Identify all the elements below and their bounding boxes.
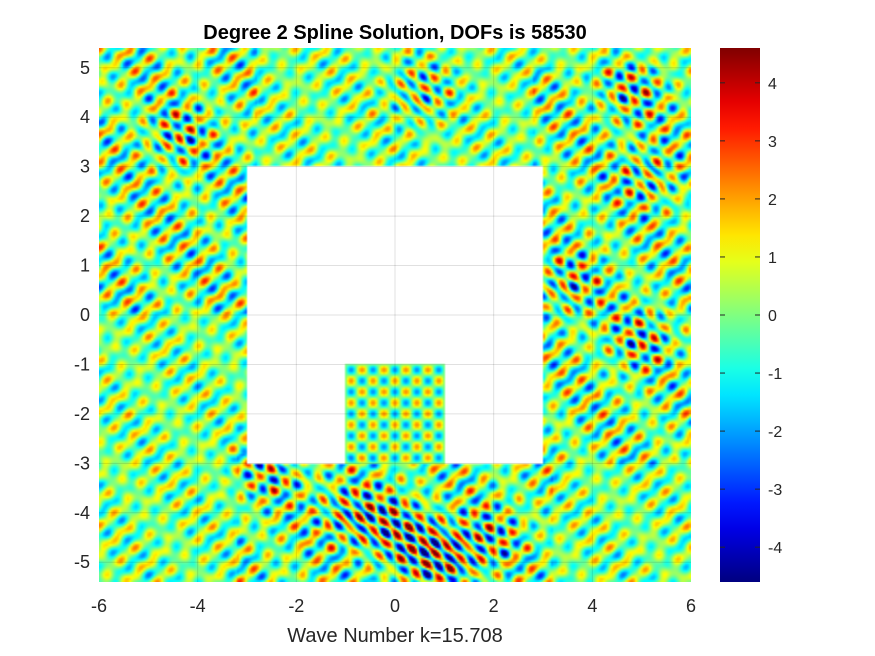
plot-area: -6 -4 -2 0 2 4 6 -5 -4 -3 -2 -1 0 1 2 3 4 5 xyxy=(74,48,696,616)
x-tick-label: -6 xyxy=(91,596,107,616)
x-tick-label: 4 xyxy=(587,596,597,616)
x-axis-label: Wave Number k=15.708 xyxy=(287,625,502,647)
y-tick-label: -3 xyxy=(74,453,90,473)
colorbar: -4 -3 -2 -1 0 1 2 3 4 xyxy=(720,48,782,582)
x-tick-label: -2 xyxy=(288,596,304,616)
y-tick-label: 2 xyxy=(80,206,90,226)
y-tick-label: 4 xyxy=(80,107,90,127)
colorbar-gradient xyxy=(720,48,760,582)
chart-title: Degree 2 Spline Solution, DOFs is 58530 xyxy=(203,22,586,44)
x-tick-label: 2 xyxy=(489,596,499,616)
x-tick-label: -4 xyxy=(190,596,206,616)
colorbar-tick-label: 2 xyxy=(768,192,777,209)
grid-lines xyxy=(99,48,691,582)
y-tick-label: 0 xyxy=(80,305,90,325)
colorbar-tick-label: -4 xyxy=(768,540,782,557)
colorbar-tick-label: -1 xyxy=(768,366,782,383)
y-tick-label: 5 xyxy=(80,58,90,78)
x-axis-ticks: -6 -4 -2 0 2 4 6 xyxy=(91,596,696,616)
colorbar-tick-label: 3 xyxy=(768,134,777,151)
y-tick-label: -2 xyxy=(74,404,90,424)
colorbar-ticks: -4 -3 -2 -1 0 1 2 3 4 xyxy=(720,76,782,557)
y-tick-label: 3 xyxy=(80,157,90,177)
colorbar-tick-label: 1 xyxy=(768,250,777,267)
colorbar-tick-label: -2 xyxy=(768,424,782,441)
y-tick-label: -4 xyxy=(74,503,90,523)
colorbar-tick-label: 0 xyxy=(768,308,777,325)
colorbar-tick-label: -3 xyxy=(768,482,782,499)
x-tick-label: 6 xyxy=(686,596,696,616)
x-tick-label: 0 xyxy=(390,596,400,616)
colorbar-tick-label: 4 xyxy=(768,76,777,93)
y-tick-label: 1 xyxy=(80,256,90,276)
y-axis-ticks: -5 -4 -3 -2 -1 0 1 2 3 4 5 xyxy=(74,58,90,572)
y-tick-label: -5 xyxy=(74,552,90,572)
wave-field-heatmap xyxy=(99,48,691,582)
y-tick-label: -1 xyxy=(74,354,90,374)
